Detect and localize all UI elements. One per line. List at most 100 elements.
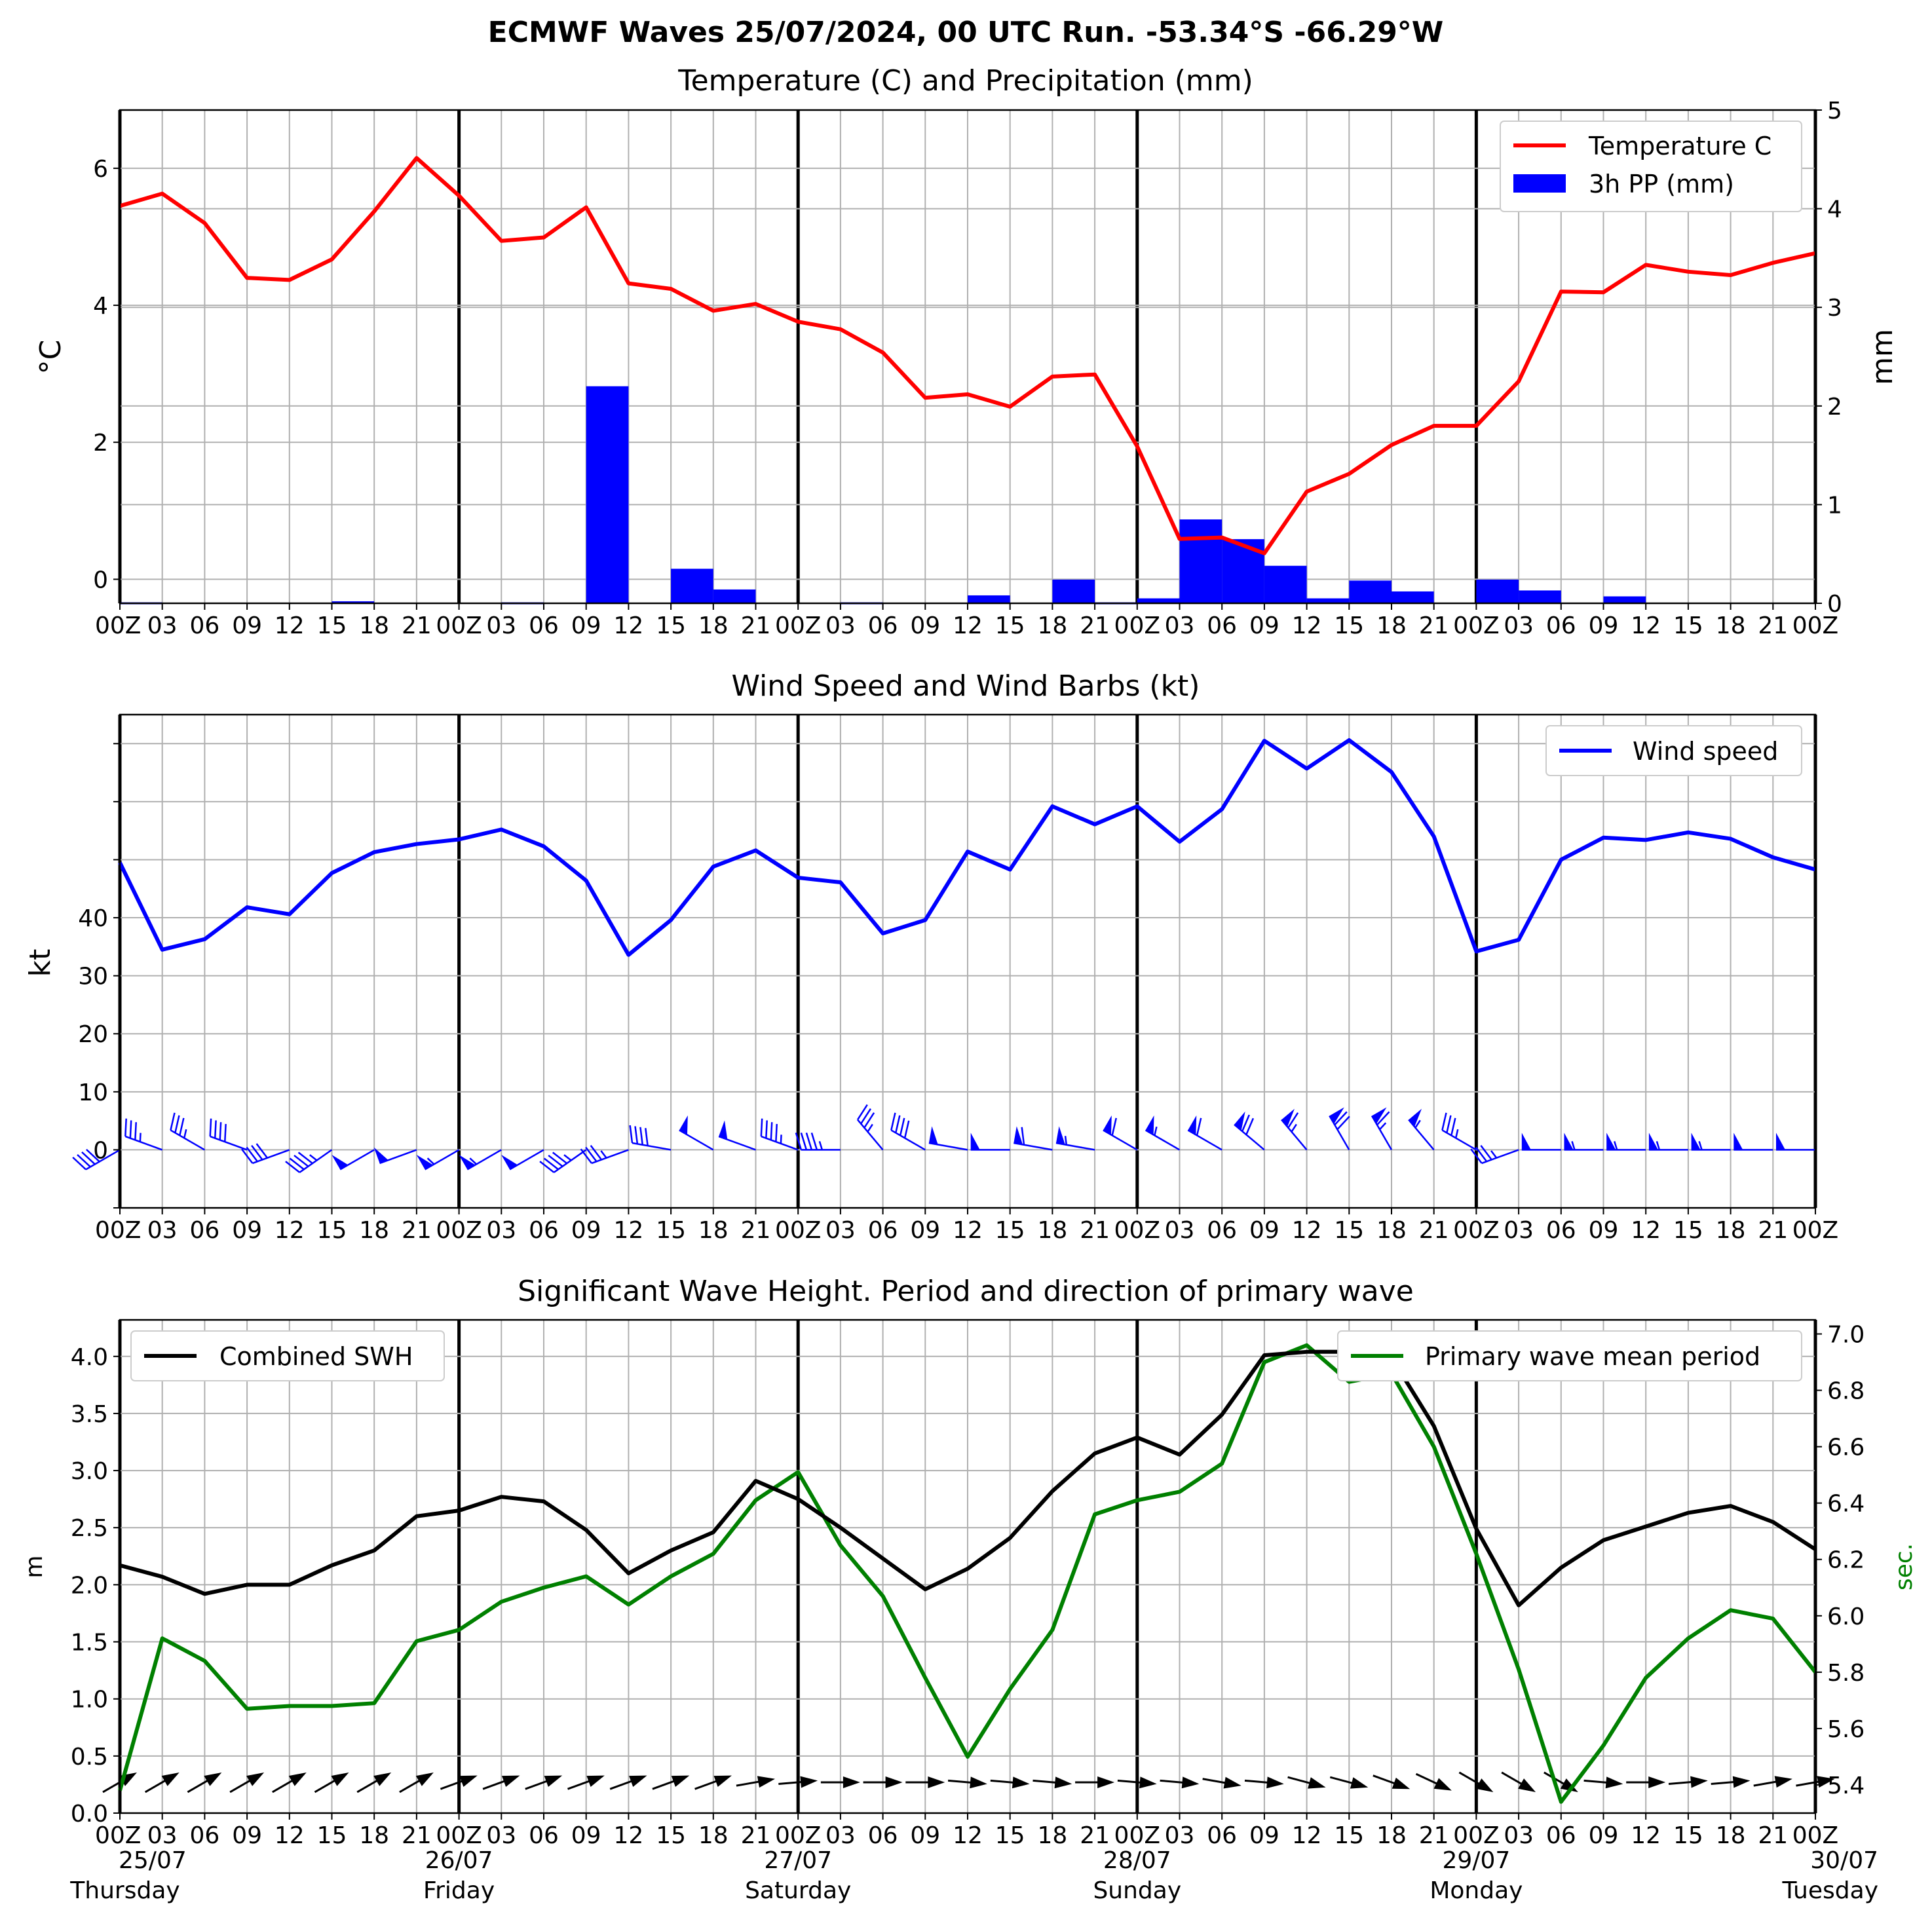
wind-barb-feather	[134, 1122, 137, 1140]
wave-direction-arrow	[1544, 1771, 1578, 1792]
y-tick-label: 1.0	[71, 1687, 108, 1714]
x-tick-label: 18	[698, 612, 729, 639]
wind-barb-shaft	[928, 1142, 968, 1151]
x-tick-label: 21	[741, 612, 771, 639]
wind-barb-half-feather	[867, 1123, 873, 1133]
arrow-head	[1560, 1778, 1578, 1792]
panel1-ylabel: °C	[34, 340, 67, 375]
wave-direction-arrow	[1626, 1776, 1666, 1788]
x-tick-label: 06	[529, 1217, 559, 1244]
y-tick-label: 20	[78, 1021, 108, 1048]
x-tick-label: 03	[1504, 1822, 1534, 1849]
wind-barb	[1564, 1133, 1604, 1151]
precip-bar	[1222, 539, 1264, 603]
wave-direction-arrow	[1287, 1776, 1326, 1789]
x-tick-label: 09	[571, 1217, 601, 1244]
x-tick-label: 18	[698, 1822, 729, 1849]
panel1-x-ticks: 00Z 03 06 09 12 15 18 21 00Z 03 06 09 12 15 18 21 00Z 03 0…	[95, 603, 1838, 639]
x-tick-label: 12	[1631, 612, 1661, 639]
wind-barb-feather	[580, 1148, 593, 1164]
y2-tick-label: 1	[1827, 492, 1842, 519]
wind-barb-half-feather	[183, 1129, 187, 1138]
wind-barb-shaft	[1281, 1119, 1308, 1151]
arrow-head	[1433, 1778, 1452, 1791]
wind-barb-feather	[590, 1145, 603, 1161]
y-tick-label: 0	[93, 567, 108, 593]
wind-barb-feather	[800, 1133, 808, 1150]
wave-direction-arrow	[144, 1772, 180, 1793]
x-tick-label: 03	[825, 1217, 856, 1244]
y-tick-label: 30	[78, 964, 108, 990]
date-label: 28/07	[1103, 1847, 1171, 1874]
x-tick-label: 00Z	[775, 1822, 821, 1849]
wind-barb-feather	[585, 1146, 597, 1162]
y2-tick-label: 4	[1827, 197, 1842, 223]
wind-barb-feather	[1450, 1117, 1456, 1136]
wind-barb-flag	[1188, 1115, 1197, 1135]
wind-barb-flag	[416, 1154, 433, 1170]
wind-barb-feather	[251, 1145, 263, 1161]
wind-barb-feather	[1111, 1117, 1117, 1136]
wind-barb-feather	[72, 1156, 86, 1171]
wave-direction-arrow	[567, 1775, 605, 1790]
panel1-y2label: mm	[1866, 329, 1899, 385]
wind-barb-flag	[373, 1147, 388, 1163]
wind-barb-flag	[1056, 1126, 1065, 1145]
wind-barb-feather	[294, 1154, 309, 1167]
x-tick-label: 09	[1249, 1217, 1279, 1244]
wind-barb-half-feather	[600, 1150, 607, 1159]
x-tick-label: 21	[741, 1217, 771, 1244]
x-tick-label: 12	[275, 1822, 305, 1849]
x-tick-label: 12	[275, 612, 305, 639]
panel2-x-ticks: 00Z 03 06 09 12 15 18 21 00Z 03 06 09 12 15 18 21 00Z 03 0…	[95, 1208, 1838, 1244]
wind-barb-half-feather	[1154, 1126, 1158, 1136]
x-tick-label: 06	[1207, 1822, 1237, 1849]
wind-barb-feather	[895, 1115, 901, 1133]
wind-barb-feather	[1475, 1146, 1488, 1162]
x-tick-label: 09	[1589, 1217, 1619, 1244]
precip-bar	[1137, 598, 1180, 603]
wind-barb-feather	[856, 1104, 868, 1121]
wind-barb-shaft	[1234, 1123, 1265, 1151]
precip-bar	[968, 595, 1010, 603]
y-tick-label: 4.0	[71, 1344, 108, 1371]
wind-barb-feather	[174, 1115, 180, 1133]
wave-direction-arrow	[356, 1772, 392, 1793]
x-tick-label: 21	[1419, 1822, 1449, 1849]
x-tick-label: 00Z	[436, 1822, 482, 1849]
wind-barb-feather	[1021, 1127, 1025, 1145]
wind-barb-flag	[679, 1115, 688, 1135]
x-tick-label: 09	[232, 1822, 262, 1849]
y-tick-label: 2	[93, 430, 108, 457]
x-tick-label: 12	[1292, 612, 1322, 639]
x-tick-label: 18	[1037, 612, 1067, 639]
arrow-head	[373, 1772, 392, 1786]
wind-barb-flag	[1564, 1133, 1574, 1150]
wind-barb-shaft	[1145, 1129, 1181, 1151]
wind-barb-feather	[899, 1117, 905, 1136]
arrow-head	[928, 1776, 945, 1788]
wave-direction-arrow	[482, 1775, 520, 1790]
wind-barb-feather	[124, 1118, 127, 1136]
wave-direction-arrow	[440, 1775, 478, 1790]
wind-barb	[1329, 1107, 1350, 1151]
x-tick-label: 00Z	[1114, 1822, 1160, 1849]
wind-barb-shaft	[1408, 1119, 1435, 1151]
precip-bar	[1306, 598, 1350, 603]
x-tick-label: 15	[317, 1822, 347, 1849]
wind-barb	[1691, 1133, 1731, 1151]
panel1-title: Temperature (C) and Precipitation (mm)	[677, 64, 1253, 98]
x-tick-label: 06	[1207, 612, 1237, 639]
panel3-y2label: sec.	[1891, 1543, 1918, 1590]
wind-barb-feather	[214, 1120, 217, 1138]
x-tick-label: 03	[486, 1217, 516, 1244]
wind-panel: Wind Speed and Wind Barbs (kt) 0 10 20 30 40…	[24, 669, 1838, 1244]
y-tick-label: 1.5	[71, 1630, 108, 1657]
x-tick-label: 21	[1080, 612, 1110, 639]
x-tick-label: 06	[1207, 1217, 1237, 1244]
x-tick-label: 12	[275, 1217, 305, 1244]
wind-barb-flag	[719, 1120, 728, 1140]
arrow-head	[713, 1775, 732, 1788]
wave-direction-arrow	[863, 1776, 903, 1788]
precip-bar	[1476, 579, 1519, 603]
